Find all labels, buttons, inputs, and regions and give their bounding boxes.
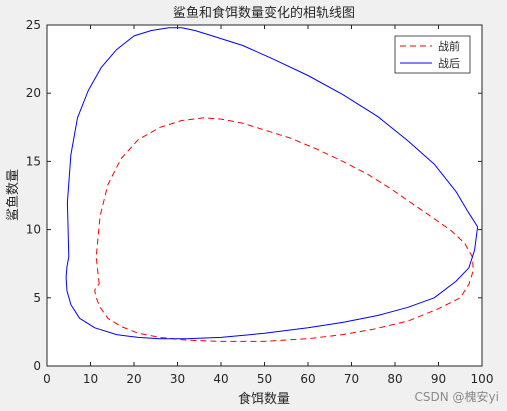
series-line-1 — [94, 117, 474, 342]
y-tick-label: 15 — [26, 154, 41, 168]
x-tick-label: 70 — [344, 372, 359, 386]
x-axis: 0 10 20 30 40 50 60 70 80 90 100 — [43, 25, 493, 386]
x-tick-label: 60 — [300, 372, 315, 386]
y-tick-label: 5 — [33, 291, 41, 305]
x-tick-label: 100 — [471, 372, 494, 386]
y-tick-label: 20 — [26, 86, 41, 100]
x-axis-label: 食饵数量 — [238, 391, 290, 407]
legend-label-series-2: 战后 — [438, 57, 460, 70]
x-tick-label: 20 — [126, 372, 141, 386]
series-layer — [65, 27, 479, 342]
plot-area — [46, 24, 483, 367]
y-tick-label: 25 — [26, 18, 41, 32]
legend: 战前 战后 — [394, 35, 471, 74]
x-tick-label: 0 — [43, 372, 51, 386]
series-line-2 — [65, 27, 479, 340]
x-tick-label: 30 — [170, 372, 185, 386]
y-tick-label: 0 — [33, 359, 41, 373]
x-tick-label: 40 — [213, 372, 228, 386]
y-axis: 0 5 10 15 20 25 — [26, 18, 482, 373]
x-tick-label: 10 — [83, 372, 98, 386]
legend-label-series-1: 战前 — [438, 39, 460, 53]
legend-box — [394, 35, 471, 74]
y-tick-label: 10 — [26, 223, 41, 237]
y-axis-label: 鲨鱼数量 — [5, 169, 21, 221]
watermark: CSDN @槐安yi — [414, 390, 499, 404]
x-tick-label: 50 — [257, 372, 272, 386]
x-tick-label: 80 — [387, 372, 402, 386]
chart-title: 鲨鱼和食饵数量变化的相轨线图 — [173, 5, 355, 21]
x-tick-label: 90 — [431, 372, 446, 386]
